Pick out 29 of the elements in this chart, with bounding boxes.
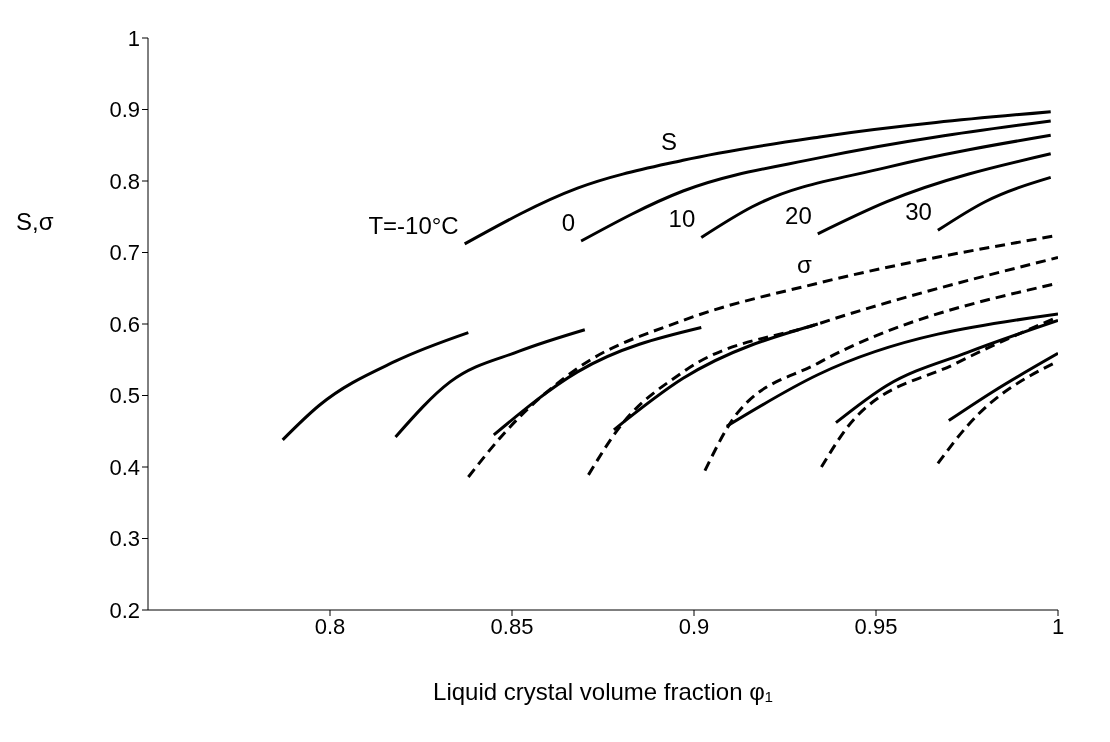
line-series: [586, 256, 1058, 477]
x-tick-label: 0.9: [678, 613, 710, 639]
y-tick-label: 0.6: [109, 311, 140, 337]
annotation: σ: [796, 251, 812, 279]
line-series: [579, 119, 1053, 243]
annotation: S: [661, 128, 678, 156]
y-tick-label: 0.5: [109, 383, 140, 409]
y-tick-label: 0.7: [109, 240, 140, 266]
x-axis-title: Liquid crystal volume fraction φ₁: [433, 678, 773, 705]
y-tick-label: 0.8: [109, 168, 140, 194]
annotation: 0: [561, 209, 576, 237]
line-series: [281, 331, 470, 442]
annotation: 20: [785, 201, 812, 229]
line-series: [394, 328, 587, 439]
y-axis-title: S,σ: [16, 208, 54, 236]
annotation: 10: [668, 205, 696, 233]
x-tick-label: 1: [1051, 613, 1065, 639]
x-tick-label: 0.8: [314, 613, 346, 639]
y-tick-label: 0.4: [109, 454, 140, 480]
annotation: T=-10°C: [368, 211, 459, 239]
y-tick-label: 0.2: [109, 597, 140, 623]
y-tick-label: 0.9: [109, 97, 140, 123]
line-series: [699, 133, 1053, 239]
y-tick-label: 1: [127, 25, 140, 51]
x-tick-label: 0.95: [854, 613, 898, 639]
annotation: 30: [905, 198, 932, 226]
x-tick-label: 0.85: [490, 613, 534, 639]
y-tick-label: 0.3: [109, 526, 140, 552]
line-series: [463, 110, 1053, 246]
